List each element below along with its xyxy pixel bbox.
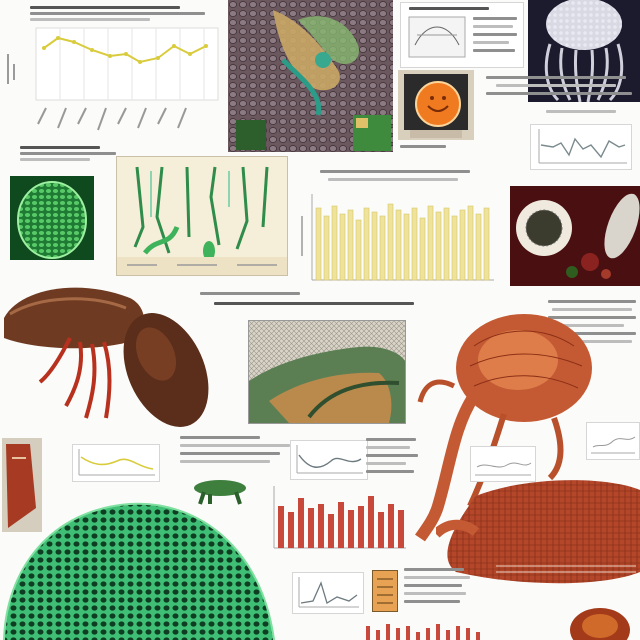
text-block-mid [200, 290, 500, 310]
bar [339, 213, 346, 281]
bar [451, 215, 458, 281]
diagram-card-top [400, 2, 524, 68]
green-specimen-small [180, 476, 264, 506]
bar [308, 508, 314, 548]
bar [403, 213, 410, 281]
text-block-right-mid [548, 296, 640, 366]
orange-specimen-photo [398, 70, 474, 140]
bar [427, 205, 434, 281]
chart-caption-line [30, 18, 150, 21]
bar [288, 512, 294, 548]
text-block-left [20, 144, 120, 168]
bar [378, 512, 384, 548]
crustacean-illustration [0, 278, 210, 436]
bar [435, 211, 442, 281]
small-line-chart-left [72, 444, 160, 482]
bar [318, 504, 324, 548]
bar [348, 510, 354, 548]
chart-caption-line [30, 12, 205, 15]
bottom-right-specimen [564, 600, 634, 640]
yellow-bar-chart [298, 166, 500, 292]
bar [459, 209, 466, 281]
orange-arthropod-illustration [414, 306, 600, 542]
bar [388, 504, 394, 548]
red-bar-chart [268, 484, 410, 554]
small-chart-right [470, 446, 536, 482]
bar [419, 217, 426, 281]
bar [368, 496, 374, 548]
small-chart-bottom [292, 572, 364, 614]
bar [358, 506, 364, 548]
bar [278, 506, 284, 548]
line-chart-top-left [0, 0, 225, 140]
text-block-bottom [404, 566, 474, 614]
bottom-bar-strip [362, 622, 558, 640]
bar [315, 207, 322, 281]
bar [347, 209, 354, 281]
text-block-mid-bottom [366, 436, 422, 480]
green-cell-micrograph [10, 176, 94, 260]
bar [331, 205, 338, 281]
green-honeycomb-illustration [0, 500, 276, 640]
small-chart-far-right [586, 422, 640, 460]
bar [467, 205, 474, 281]
bar [475, 213, 482, 281]
small-line-chart [530, 124, 632, 170]
bar [379, 215, 386, 281]
text-block-right-top [486, 72, 636, 180]
bar [387, 203, 394, 281]
photo-caption-line [400, 145, 446, 148]
bar [483, 207, 490, 281]
text-block-left-bottom [180, 434, 300, 474]
bar [363, 207, 370, 281]
schematic-icon [408, 16, 466, 58]
bar [395, 209, 402, 281]
small-chart-mid [290, 440, 368, 480]
bar [355, 219, 362, 281]
bar [298, 498, 304, 548]
cellular-tissue-micrograph [228, 0, 393, 152]
stem-cross-section-diagram [116, 156, 288, 276]
specimen-card-bottom [372, 570, 398, 612]
bar [328, 514, 334, 548]
small-specimen-photo [2, 438, 42, 532]
chart-caption-line [30, 6, 180, 9]
red-organism-illustration [436, 476, 640, 588]
bar [398, 510, 404, 548]
bar [323, 215, 330, 281]
bar [443, 207, 450, 281]
bar [411, 207, 418, 281]
petri-dish-photo [510, 186, 640, 286]
tissue-layer-illustration [248, 320, 406, 424]
bar [371, 211, 378, 281]
line-chart-plot [7, 27, 219, 131]
bar-chart-plot [301, 194, 494, 281]
bar [338, 502, 344, 548]
